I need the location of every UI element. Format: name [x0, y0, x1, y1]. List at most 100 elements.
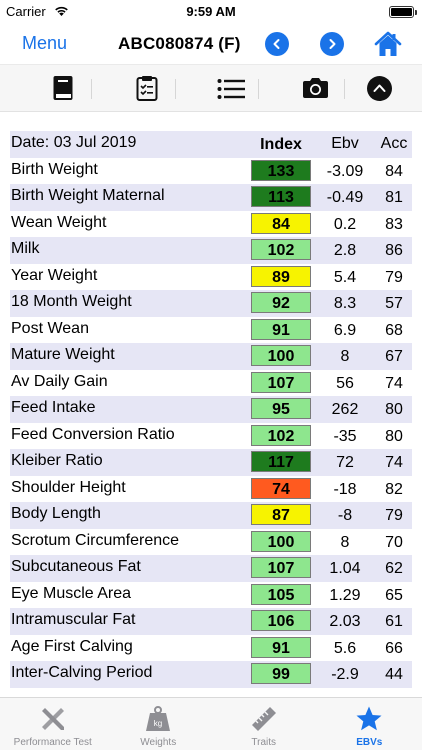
home-button[interactable] [374, 30, 402, 63]
ebv-value: 5.6 [333, 639, 357, 657]
table-row[interactable]: Post Wean 91 6.9 68 [10, 317, 412, 344]
carrier-label: Carrier [6, 4, 46, 19]
table-row[interactable]: Inter-Calving Period 99 -2.9 44 [10, 661, 412, 688]
trait-name: Feed Intake [11, 399, 96, 416]
trait-name: Scrotum Circumference [11, 531, 180, 549]
clipboard-button[interactable] [136, 75, 158, 106]
table-row[interactable]: Subcutaneous Fat 107 1.04 62 [10, 555, 412, 582]
ruler-pencil-icon [39, 705, 67, 733]
index-value: 106 [251, 610, 311, 631]
tab-label: Traits [251, 737, 277, 748]
table-row[interactable]: Mature Weight 100 8 67 [10, 343, 412, 370]
table-row[interactable]: Feed Intake 95 262 80 [10, 396, 412, 423]
table-row[interactable]: Birth Weight 133 -3.09 84 [10, 158, 412, 185]
toolbar [0, 64, 422, 112]
tab-performance-test[interactable]: Performance Test [0, 698, 106, 750]
trait-name: Age First Calving [11, 637, 133, 655]
acc-value: 81 [385, 189, 403, 206]
column-header-acc: Acc [380, 135, 408, 152]
acc-value: 82 [385, 480, 403, 498]
status-bar: Carrier 9:59 AM [0, 0, 422, 24]
table-row[interactable]: Milk 102 2.8 86 [10, 237, 412, 264]
index-value: 91 [251, 636, 311, 658]
ebv-value: -18 [333, 480, 357, 498]
camera-icon [303, 78, 328, 98]
index-value: 84 [251, 212, 311, 234]
ebv-value: 2.8 [333, 242, 357, 259]
index-value: 102 [251, 239, 311, 260]
acc-value: 66 [385, 639, 403, 657]
index-value: 74 [251, 477, 311, 499]
ebv-value: -35 [333, 427, 357, 445]
trait-name: 18 Month Weight [11, 293, 132, 310]
collapse-up-button[interactable] [367, 76, 392, 101]
table-row[interactable]: Feed Conversion Ratio 102 -35 80 [10, 423, 412, 450]
acc-value: 57 [385, 295, 403, 312]
trait-name: Birth Weight [11, 160, 98, 178]
table-row[interactable]: Scrotum Circumference 100 8 70 [10, 529, 412, 556]
trait-name: Kleiber Ratio [11, 452, 103, 469]
trait-name: Eye Muscle Area [11, 584, 132, 602]
battery-icon [389, 6, 417, 18]
index-value: 107 [251, 371, 311, 393]
acc-value: 79 [385, 268, 403, 286]
tab-weights[interactable]: kg Weights [106, 698, 212, 750]
trait-name: Shoulder Height [11, 478, 126, 496]
acc-value: 74 [385, 454, 403, 471]
acc-value: 62 [385, 560, 403, 577]
acc-value: 86 [385, 242, 403, 259]
tab-bar: Performance Test kg Weights Traits EBVs [0, 697, 422, 750]
ebv-value: 6.9 [333, 321, 357, 339]
next-button[interactable] [320, 32, 344, 56]
acc-value: 68 [385, 321, 403, 339]
ebv-value: -3.09 [326, 162, 364, 180]
ebv-value: 8.3 [333, 295, 357, 312]
toolbar-divider [258, 79, 259, 99]
trait-name: Year Weight [11, 266, 98, 284]
trait-name: Birth Weight Maternal [11, 187, 165, 204]
clipboard-icon [136, 76, 158, 101]
acc-value: 80 [385, 427, 403, 445]
menu-button[interactable]: Menu [22, 33, 68, 53]
camera-button[interactable] [302, 77, 329, 104]
trait-name: Subcutaneous Fat [11, 558, 141, 575]
table-row[interactable]: Av Daily Gain 107 56 74 [10, 370, 412, 397]
ruler-icon [250, 705, 278, 733]
table-row[interactable]: Kleiber Ratio 117 72 74 [10, 449, 412, 476]
book-button[interactable] [52, 75, 74, 106]
toolbar-divider [91, 79, 92, 99]
index-value: 107 [251, 557, 311, 578]
trait-name: Post Wean [11, 319, 89, 337]
home-icon [374, 31, 402, 56]
ebv-value: 5.4 [333, 268, 357, 286]
table-row[interactable]: Wean Weight 84 0.2 83 [10, 211, 412, 238]
table-row[interactable]: Birth Weight Maternal 113 -0.49 81 [10, 184, 412, 211]
tab-traits[interactable]: Traits [211, 698, 317, 750]
table-row[interactable]: Age First Calving 91 5.6 66 [10, 635, 412, 662]
table-row[interactable]: Year Weight 89 5.4 79 [10, 264, 412, 291]
table-row[interactable]: Body Length 87 -8 79 [10, 502, 412, 529]
table-row[interactable]: Eye Muscle Area 105 1.29 65 [10, 582, 412, 609]
ebv-value: 262 [331, 401, 359, 418]
ebv-value: 1.29 [329, 586, 361, 604]
column-header-index: Index [260, 136, 302, 153]
list-icon [217, 79, 245, 99]
previous-button[interactable] [265, 32, 289, 56]
kg-text: kg [154, 719, 162, 728]
index-value: 113 [251, 186, 311, 207]
trait-name: Milk [11, 240, 40, 257]
clock: 9:59 AM [186, 4, 236, 19]
ebv-value: 1.04 [329, 560, 361, 577]
acc-value: 67 [385, 348, 403, 365]
table-row[interactable]: 18 Month Weight 92 8.3 57 [10, 290, 412, 317]
acc-value: 61 [385, 613, 403, 630]
table-row[interactable]: Intramuscular Fat 106 2.03 61 [10, 608, 412, 635]
trait-name: Feed Conversion Ratio [11, 425, 175, 443]
list-button[interactable] [217, 78, 245, 105]
tab-label: Performance Test [13, 737, 92, 748]
ebv-value: 56 [336, 374, 354, 392]
table-row[interactable]: Shoulder Height 74 -18 82 [10, 476, 412, 503]
acc-value: 84 [385, 162, 403, 180]
tab-ebvs[interactable]: EBVs [317, 698, 422, 750]
trait-name: Inter-Calving Period [11, 664, 153, 681]
